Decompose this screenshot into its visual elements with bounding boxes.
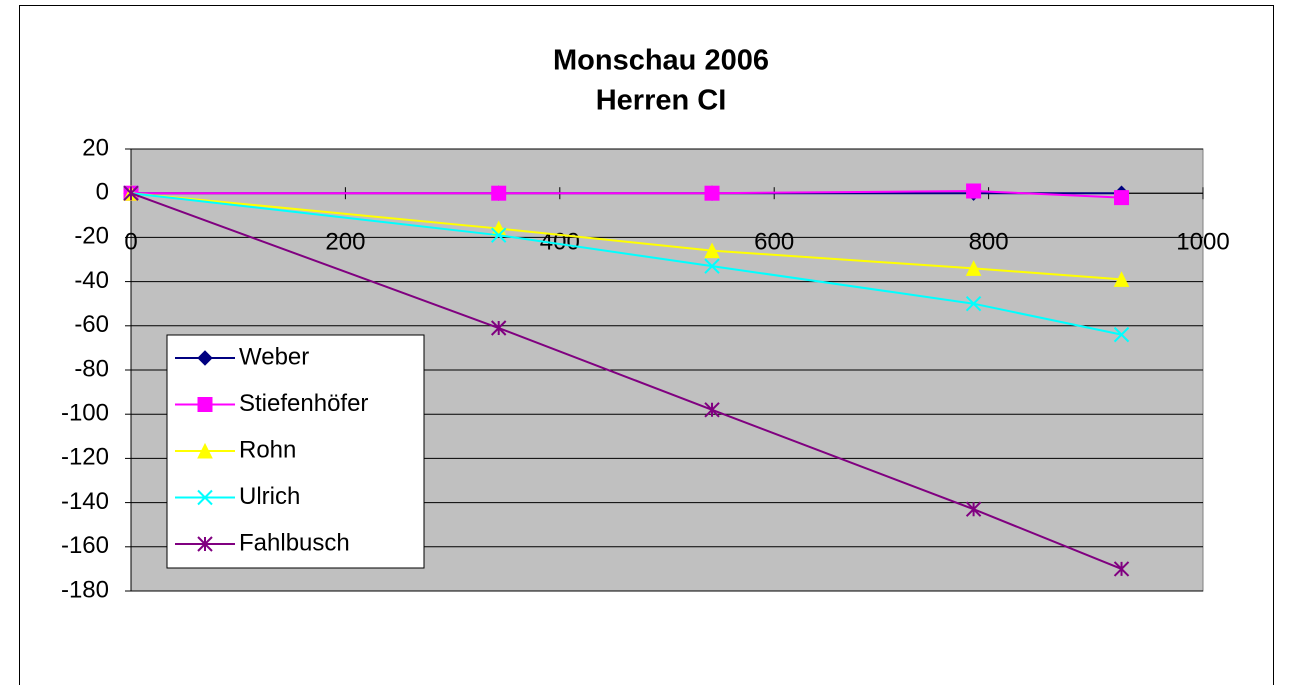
marker <box>490 320 507 336</box>
y-tick-label: -100 <box>61 400 109 427</box>
y-tick-label: -180 <box>61 576 109 603</box>
chart-subtitle: Herren CI <box>596 85 727 117</box>
marker <box>704 258 720 274</box>
y-tick-label: -40 <box>74 267 109 294</box>
marker <box>1113 271 1130 287</box>
legend-marker <box>197 536 213 552</box>
y-tick-label: 0 <box>96 179 109 206</box>
y-tick-label: 20 <box>82 134 109 161</box>
y-tick-label: -20 <box>74 223 109 250</box>
y-tick-label: -120 <box>61 444 109 471</box>
chart-title: Monschau 2006 <box>553 45 769 77</box>
marker <box>1114 190 1130 206</box>
legend-label: Rohn <box>239 436 296 463</box>
x-tick-label: 200 <box>325 229 365 256</box>
x-tick-label: 0 <box>124 229 137 256</box>
legend-label: Weber <box>239 343 309 370</box>
y-tick-label: -80 <box>74 355 109 382</box>
legend-marker <box>197 397 213 412</box>
marker <box>704 185 720 201</box>
marker <box>965 260 982 276</box>
marker <box>491 185 507 201</box>
x-tick-label: 800 <box>969 229 1009 256</box>
marker <box>704 242 720 259</box>
marker <box>965 501 982 517</box>
x-tick-label: 1000 <box>1176 229 1229 256</box>
y-tick-label: -140 <box>61 488 109 515</box>
legend-label: Fahlbusch <box>239 529 350 556</box>
marker <box>1113 561 1130 577</box>
marker <box>966 183 982 199</box>
y-tick-label: -60 <box>74 311 109 338</box>
y-tick-label: -160 <box>61 532 109 559</box>
marker <box>1113 326 1130 343</box>
legend-marker <box>197 442 213 459</box>
legend-label: Stiefenhöfer <box>239 390 368 417</box>
x-tick-label: 600 <box>754 229 794 256</box>
marker <box>123 185 139 201</box>
marker <box>965 295 982 312</box>
legend-marker <box>197 350 213 366</box>
legend-marker <box>197 489 213 506</box>
marker <box>704 402 720 418</box>
legend-label: Ulrich <box>239 483 300 510</box>
marker <box>490 227 507 243</box>
